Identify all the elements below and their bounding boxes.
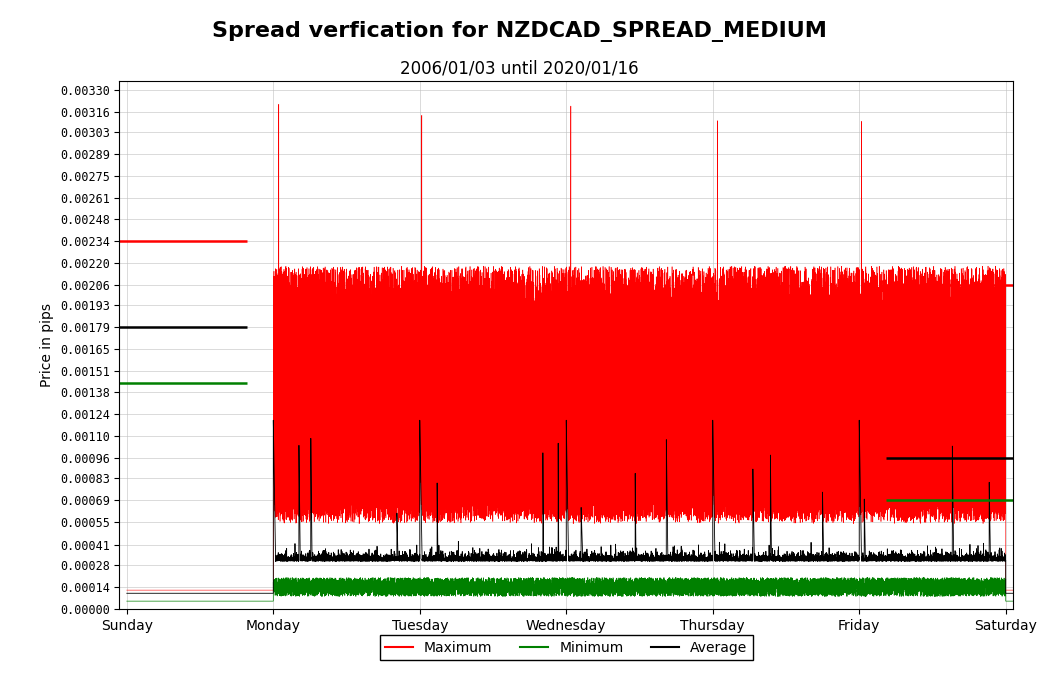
Legend: Maximum, Minimum, Average: Maximum, Minimum, Average (379, 635, 753, 660)
Text: 2006/01/03 until 2020/01/16: 2006/01/03 until 2020/01/16 (400, 60, 639, 78)
Y-axis label: Price in pips: Price in pips (41, 302, 54, 386)
Text: Spread verfication for NZDCAD_SPREAD_MEDIUM: Spread verfication for NZDCAD_SPREAD_MED… (212, 21, 827, 42)
